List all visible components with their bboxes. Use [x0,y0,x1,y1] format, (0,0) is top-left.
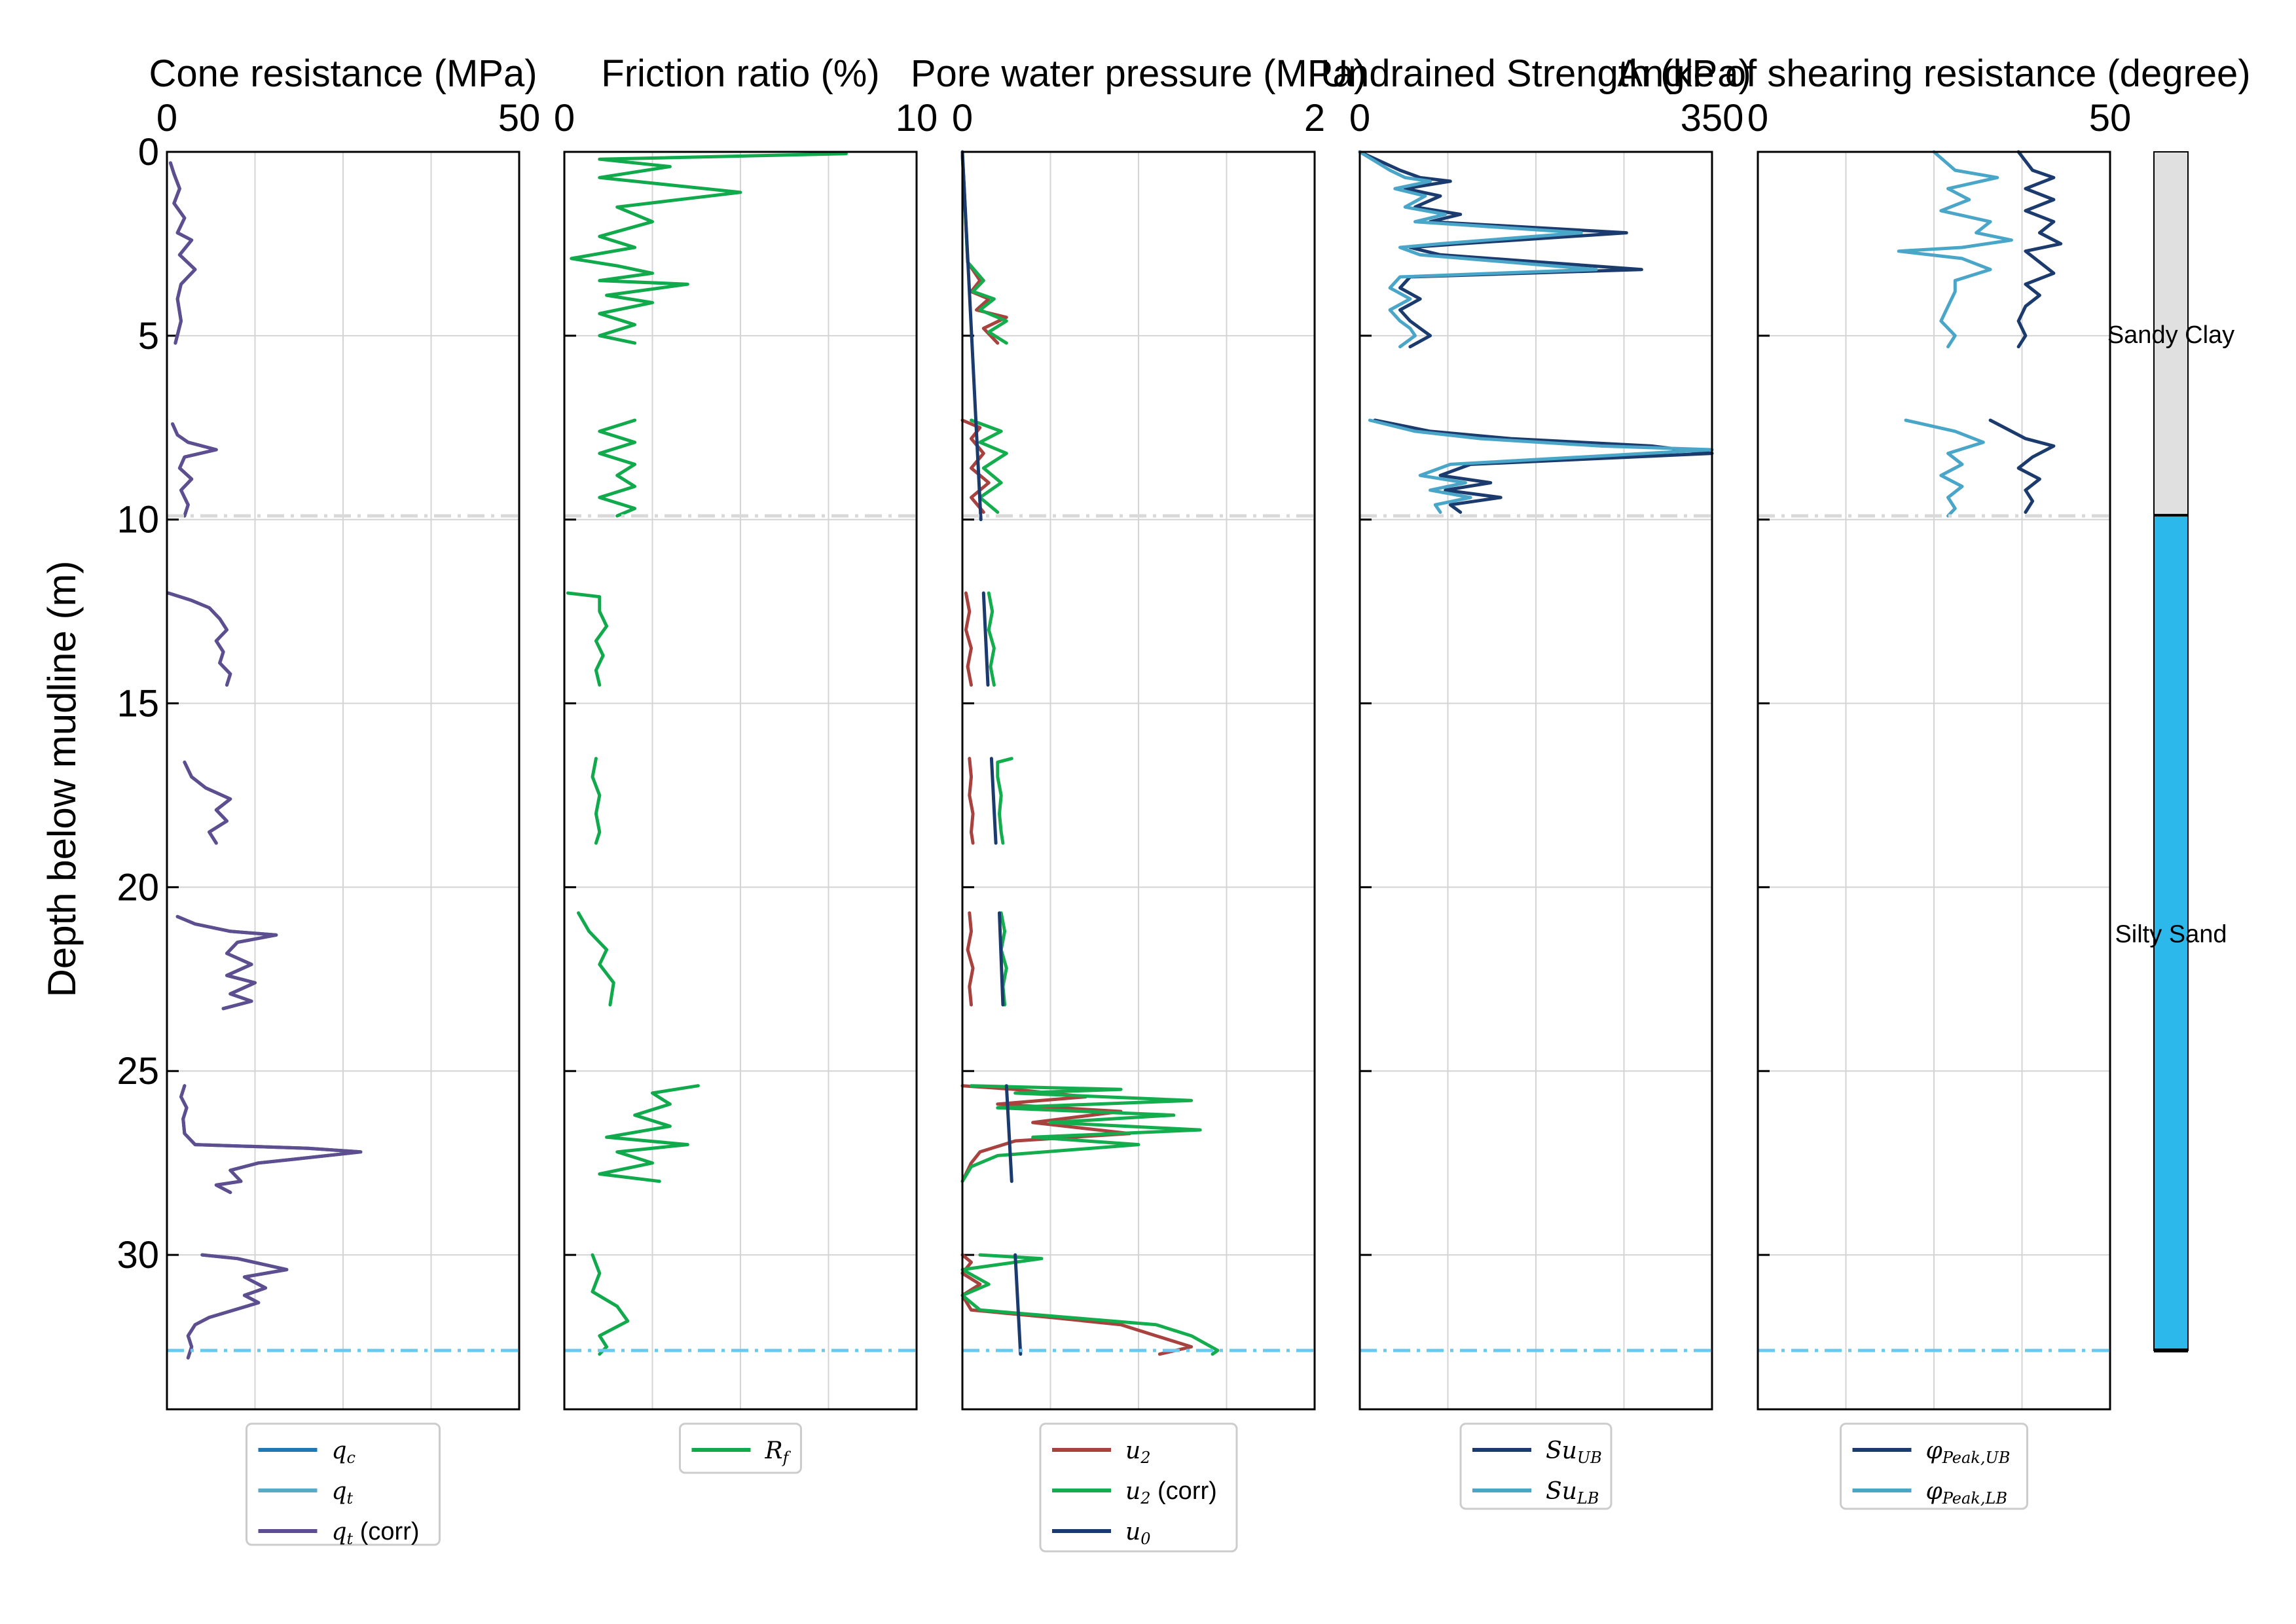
series-line-2 [960,154,1220,1356]
plot-frame [1358,151,1713,1411]
panel-title: Undrained Strength (kPa) [1321,52,1751,95]
x-tick-label: 0 [554,97,575,139]
x-tick-label: 10 [896,97,938,139]
soil-layer-1 [2153,151,2189,517]
series-group [1358,150,1714,514]
series-line-1 [1988,150,2063,514]
legend-entry: u2 [1125,1437,1150,1467]
legend: SuUB SuLB [1459,1422,1613,1510]
legend: u2 u2 (corr) u0 [1039,1422,1238,1553]
plot-frame [961,151,1316,1411]
x-tick-label: 350 [1681,97,1744,139]
panel-title: Cone resistance (MPa) [149,52,537,95]
x-tick-label: 0 [1747,97,1768,139]
panel-title: Pore water pressure (MPa) [911,52,1366,95]
y-tick-label: 10 [117,499,159,541]
panel-title: Angle of shearing resistance (degree) [1617,52,2250,95]
x-tick-label: 0 [952,97,973,139]
legend-entry: qc [332,1437,356,1467]
x-tick-label: 0 [1349,97,1370,139]
legend: φPeak,UB φPeak,LB [1840,1422,2028,1510]
legend-frame [246,1422,441,1546]
series-line-1 [166,161,363,1360]
legend-entry: SuUB [1546,1437,1602,1467]
series-line-2 [1897,150,2013,518]
panel-2: Friction ratio (%) 0 10 Rf [554,52,938,1474]
series-line-1 [566,152,848,1356]
x-tick-label: 0 [156,97,177,139]
panel-5: Angle of shearing resistance (degree)0 50… [1617,52,2251,1510]
y-tick-label: 15 [117,683,159,725]
legend-entry: φPeak,LB [1926,1478,2008,1507]
legend-frame [1840,1422,2028,1510]
soil-layer-label: Sandy Clay [2107,321,2234,349]
legend-entry: φPeak,UB [1926,1437,2011,1467]
panel-4: Undrained Strength (kPa)0 350 SuUB SuLB [1321,52,1751,1510]
series-line-2 [1358,150,1714,514]
soil-column: Sandy Clay Silty Sand [2107,151,2234,1353]
plot-frame [166,151,520,1411]
plot-frame [563,151,918,1411]
y-tick-label: 30 [117,1234,159,1276]
x-tick-label: 50 [2089,97,2132,139]
y-tick-label: 5 [138,315,159,357]
legend-frame [1459,1422,1613,1510]
panel-title: Friction ratio (%) [601,52,879,95]
legend-entry: Rf [765,1437,792,1467]
legend-entry: qt [332,1478,354,1507]
panel-3: Pore water pressure (MPa)0 2 u2 u2 (corr) u0 [911,52,1366,1553]
series-group [1897,150,2063,518]
soil-layer-label: Silty Sand [2115,921,2227,948]
legend: Rf [679,1422,802,1474]
y-tick-label: 20 [117,866,159,909]
series-line-2 [166,161,363,1360]
plot-frame [1757,151,2111,1411]
series-group [166,161,363,1360]
x-tick-label: 2 [1304,97,1325,139]
legend-entry: u0 [1125,1519,1150,1548]
series-line-3 [166,161,363,1360]
legend: qc qt qt (corr) [246,1422,441,1548]
legend-frame [1039,1422,1238,1553]
x-tick-label: 50 [498,97,541,139]
y-tick-label: 25 [117,1050,159,1092]
y-axis-label: Depth below mudline (m) [40,561,84,998]
y-tick-label: 0 [138,131,159,173]
legend-entry: SuLB [1546,1478,1599,1507]
legend-entry: qt (corr) [332,1518,420,1548]
series-group [566,152,848,1356]
series-line-3 [960,150,1023,1356]
legend-entry: u2 (corr) [1125,1477,1217,1507]
series-group [960,150,1220,1356]
